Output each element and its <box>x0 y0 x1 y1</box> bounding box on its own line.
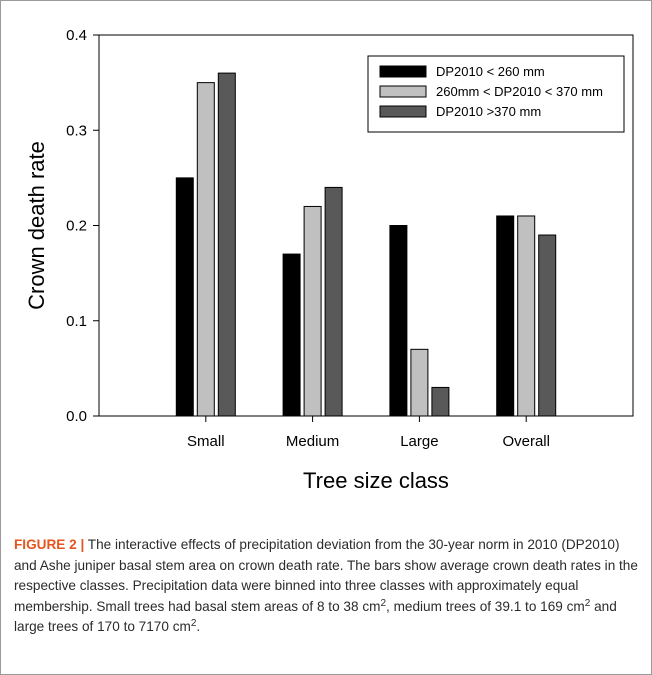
figure-caption: FIGURE 2 | The interactive effects of pr… <box>14 535 640 638</box>
caption-sup-1: 2 <box>380 597 387 609</box>
y-tick-label: 0.4 <box>66 27 87 44</box>
legend-label: DP2010 < 260 mm <box>436 64 545 79</box>
axes: 0.0 0.1 0.2 0.3 0.4 Crown death rate Small Medi… <box>24 27 634 493</box>
caption-text-1: The interactive effects of precipitation… <box>14 537 638 614</box>
bar <box>410 348 429 417</box>
legend-label: DP2010 >370 mm <box>436 104 541 119</box>
legend-swatch <box>379 65 427 78</box>
legend: DP2010 < 260 mm 260mm < DP2010 < 370 mm DP… <box>367 55 625 133</box>
bar <box>538 234 557 417</box>
x-tick-label: Overall <box>502 433 550 450</box>
bar <box>303 205 322 417</box>
y-tick-label: 0.1 <box>66 313 87 330</box>
bar <box>196 82 215 417</box>
bar <box>282 253 301 417</box>
bar <box>517 215 536 417</box>
x-axis-label: Tree size class <box>303 468 449 493</box>
y-tick-label: 0.2 <box>66 218 87 235</box>
y-axis-label: Crown death rate <box>24 141 49 310</box>
legend-swatch <box>379 105 427 118</box>
caption-label: FIGURE 2 | <box>14 537 85 552</box>
legend-swatch <box>379 85 427 98</box>
caption-sup-3: 2 <box>190 618 197 630</box>
caption-text-4: . <box>196 619 201 635</box>
bar <box>496 215 515 417</box>
x-tick-label: Medium <box>286 433 339 450</box>
bar <box>324 186 343 417</box>
bar <box>389 225 408 417</box>
bar-chart: 0.0 0.1 0.2 0.3 0.4 Crown death rate Small Medi… <box>24 27 634 493</box>
bars <box>175 72 557 417</box>
y-tick-label: 0.0 <box>66 408 87 425</box>
x-tick-label: Small <box>187 433 225 450</box>
caption-text-2: , medium trees of 39.1 to 169 cm <box>386 598 585 614</box>
caption-sup-2: 2 <box>584 597 591 609</box>
bar <box>217 72 236 417</box>
bar <box>175 177 194 417</box>
legend-label: 260mm < DP2010 < 370 mm <box>436 84 603 99</box>
caption-text-3: and large trees of 170 to 7170 cm <box>14 598 617 635</box>
bar <box>431 386 450 417</box>
x-tick-label: Large <box>400 433 438 450</box>
y-tick-label: 0.3 <box>66 122 87 139</box>
